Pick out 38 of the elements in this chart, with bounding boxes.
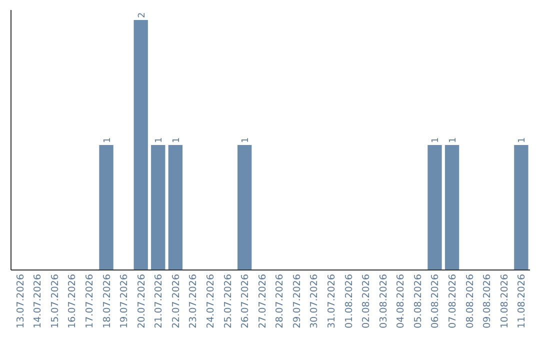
x-tick-label: 09.08.2026	[482, 274, 494, 328]
data-label: 1	[431, 137, 442, 143]
x-tick-label: 11.08.2026	[516, 274, 528, 328]
x-tick-label: 26.07.2026	[240, 274, 252, 328]
x-tick-label: 22.07.2026	[170, 274, 182, 328]
x-tick-label: 15.07.2026	[50, 274, 61, 328]
x-tick-label: 24.07.2026	[205, 274, 216, 328]
x-tick-label: 18.07.2026	[102, 274, 113, 328]
x-tick-label: 03.08.2026	[378, 274, 390, 328]
data-label: 1	[172, 137, 182, 143]
x-tick-label: 25.07.2026	[222, 274, 234, 328]
x-tick-label: 02.08.2026	[361, 274, 372, 328]
x-tick-label: 19.07.2026	[119, 274, 130, 328]
data-label: 1	[102, 137, 113, 143]
x-tick-label: 04.08.2026	[396, 274, 407, 328]
x-tick-label: 21.07.2026	[154, 274, 165, 328]
x-tick-label: 28.07.2026	[274, 274, 286, 328]
x-tick-label: 05.08.2026	[412, 274, 424, 328]
x-tick-label: 01.08.2026	[344, 274, 355, 328]
x-tick-label: 23.07.2026	[188, 274, 200, 328]
x-tick-label: 27.07.2026	[257, 274, 268, 328]
x-tick-label: 08.08.2026	[464, 274, 476, 328]
data-label: 1	[154, 137, 165, 143]
x-tick-label: 06.08.2026	[430, 274, 442, 328]
x-tick-label: 13.07.2026	[15, 274, 26, 328]
x-tick-label: 30.07.2026	[309, 274, 320, 328]
x-tick-label: 10.08.2026	[499, 274, 510, 328]
data-label: 2	[137, 12, 148, 18]
x-tick-label: 07.08.2026	[448, 274, 459, 328]
x-tick-label: 20.07.2026	[136, 274, 148, 328]
data-label: 1	[518, 137, 528, 143]
x-tick-label: 16.07.2026	[67, 274, 78, 328]
x-tick-label: 31.07.2026	[326, 274, 338, 328]
x-tick-label: 29.07.2026	[292, 274, 303, 328]
x-tick-label: 17.07.2026	[84, 274, 96, 328]
data-label: 1	[448, 137, 459, 143]
x-tick-label: 14.07.2026	[32, 274, 44, 328]
data-label: 1	[241, 137, 252, 143]
